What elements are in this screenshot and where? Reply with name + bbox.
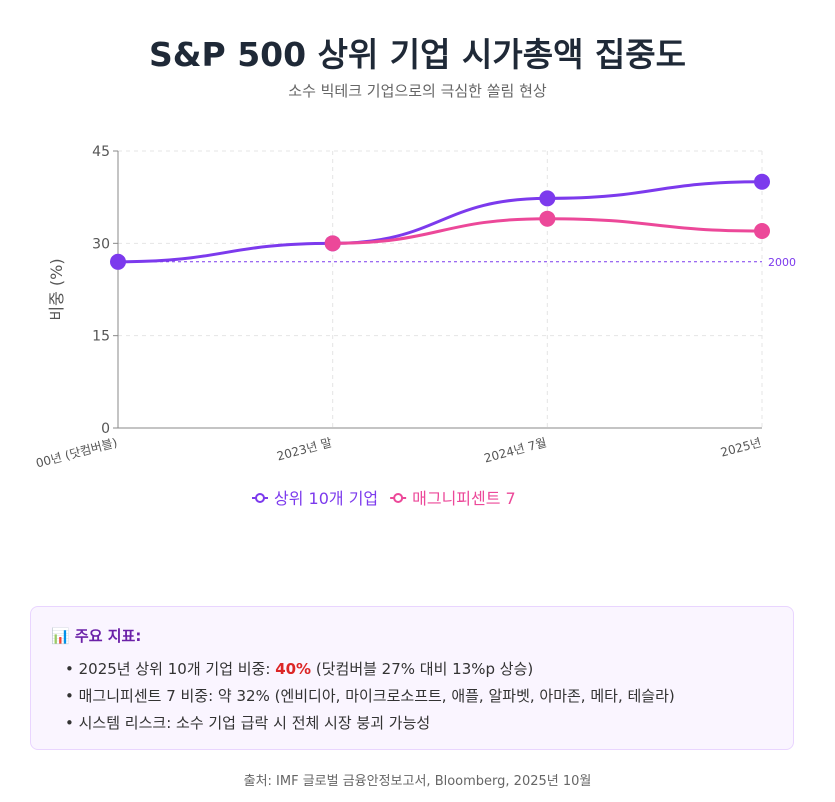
reference-label: 2000 bbox=[768, 256, 796, 269]
y-tick-label: 30 bbox=[92, 236, 110, 252]
info-title: 📊 주요 지표: bbox=[51, 627, 142, 645]
series-line bbox=[117, 180, 763, 264]
text: 2025년 상위 10개 기업 비중: bbox=[78, 660, 276, 678]
title: S&P 500 상위 기업 시가총액 집중도 bbox=[148, 35, 687, 74]
y-axis-label: 비중 (%) bbox=[47, 258, 66, 320]
y-tick-label: 0 bbox=[101, 421, 110, 437]
info-item: 매그니피센트 7 비중: 약 32% (엔비디아, 마이크로소프트, 애플, 알… bbox=[65, 683, 773, 710]
point bbox=[539, 190, 556, 207]
x-tick-label: 2025년 bbox=[719, 435, 763, 459]
chart: 0 15 30 45 00년 (닷컴버블) 2023년 말 2024년 7월 2025년 비중 … bbox=[34, 144, 796, 508]
point bbox=[754, 173, 770, 190]
point bbox=[324, 235, 341, 252]
legend-label: 상위 10개 기업 bbox=[274, 489, 378, 508]
info-item: 시스템 리스크: 소수 기업 급락 시 전체 시장 붕괴 가능성 bbox=[65, 710, 773, 737]
info-item: 2025년 상위 10개 기업 비중: 40% (닷컴버블 27% 대비 13%… bbox=[65, 656, 773, 683]
text: 매그니피센트 7 비중: 약 32% (엔비디아, 마이크로소프트, 애플, 알… bbox=[78, 687, 675, 705]
info-box: 📊 주요 지표: 2025년 상위 10개 기업 비중: 40% (닷컴버블 2… bbox=[30, 606, 794, 750]
point bbox=[754, 223, 770, 240]
highlight: 40% bbox=[275, 660, 312, 678]
legend-marker bbox=[393, 493, 404, 503]
point bbox=[110, 253, 126, 270]
legend-label: 매그니피센트 7 bbox=[412, 489, 516, 508]
text: (닷컴버블 27% 대비 13%p 상승) bbox=[311, 660, 534, 678]
x-tick-label: 2024년 7월 bbox=[483, 435, 549, 465]
info-list: 2025년 상위 10개 기업 비중: 40% (닷컴버블 27% 대비 13%… bbox=[51, 656, 773, 737]
y-tick-label: 45 bbox=[92, 144, 110, 160]
x-tick-label: 2023년 말 bbox=[275, 435, 333, 463]
source: 출처: IMF 글로벌 금융안정보고서, Bloomberg, 2025년 10… bbox=[243, 774, 592, 789]
x-tick-label: 00년 (닷컴버블) bbox=[34, 435, 118, 470]
point bbox=[539, 210, 556, 227]
text: 시스템 리스크: 소수 기업 급락 시 전체 시장 붕괴 가능성 bbox=[78, 714, 431, 732]
y-tick-label: 15 bbox=[92, 329, 110, 345]
legend-marker bbox=[255, 493, 265, 503]
subtitle: 소수 빅테크 기업으로의 극심한 쏠림 현상 bbox=[288, 82, 547, 100]
